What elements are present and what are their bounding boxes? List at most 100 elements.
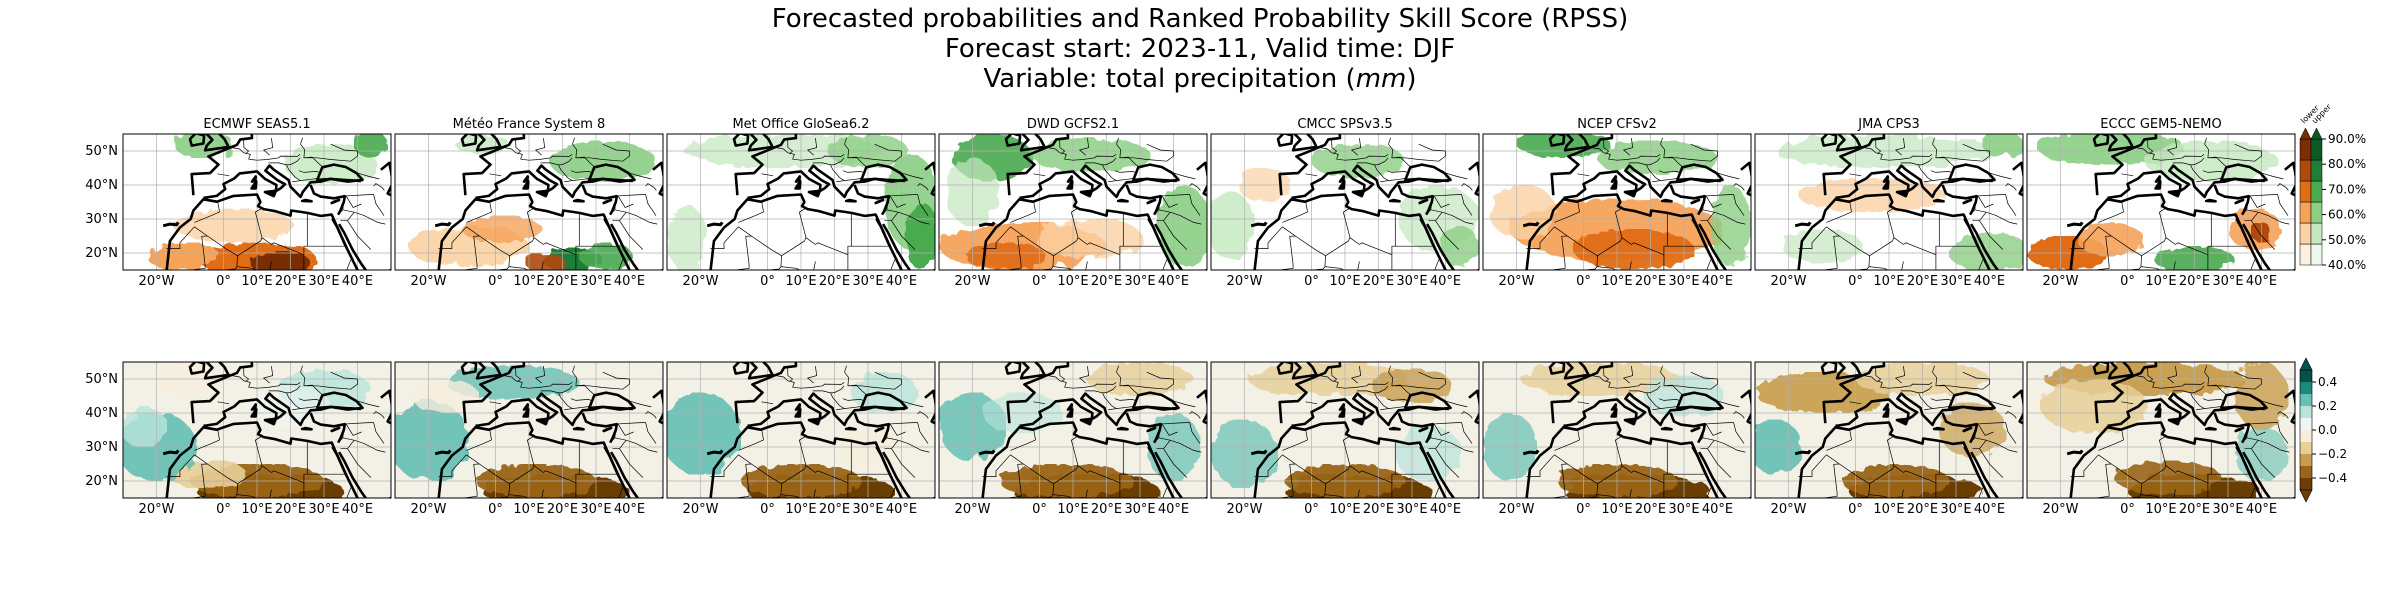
map-panel: 20°W 0° 10°E 20°E 30°E 40°E — [666, 361, 936, 517]
country-borders — [1526, 137, 1746, 270]
lon-tick-label: 40°E — [614, 274, 645, 289]
lon-tick-labels: 20°W 0° 10°E 20°E 30°E 40°E — [683, 502, 918, 517]
coastlines — [978, 362, 1207, 498]
shaded-area — [146, 242, 221, 270]
lon-tick-label: 0° — [1848, 274, 1863, 289]
lat-tick-labels: 50°N 40°N 30°N 20°N — [85, 372, 118, 489]
shaded-area — [1710, 185, 1751, 267]
lon-tick-label: 20°W — [1499, 274, 1535, 289]
lon-tick-label: 20°E — [1091, 274, 1122, 289]
model-title: ECCC GEM5-NEMO — [2100, 117, 2221, 132]
lon-tick-label: 20°E — [1635, 274, 1666, 289]
colorbar-segment — [2300, 370, 2312, 382]
map-frame — [1754, 133, 2024, 271]
lon-tick-label: 0° — [2120, 274, 2135, 289]
map-frame — [1210, 133, 1480, 271]
lon-tick-labels: 20°W 0° 10°E 20°E 30°E 40°E — [139, 502, 374, 517]
lon-tick-label: 40°E — [1430, 274, 1461, 289]
lon-tick-label: 10°E — [513, 502, 544, 517]
lon-tick-label: 0° — [1576, 274, 1591, 289]
country-borders — [710, 365, 930, 498]
lon-tick-label: 20°W — [411, 274, 447, 289]
map-frame — [1210, 361, 1480, 499]
lon-tick-label: 20°W — [955, 274, 991, 289]
coastlines — [434, 362, 663, 498]
coastlines — [2066, 134, 2295, 270]
lon-tick-label: 20°E — [1907, 274, 1938, 289]
map-panel: 20°W 0° 10°E 20°E 30°E 40°E 50°N 40°N 30°N 20°N — [85, 361, 392, 517]
lon-tick-labels: 20°W 0° 10°E 20°E 30°E 40°E — [411, 274, 646, 289]
lon-tick-label: 20°W — [139, 274, 175, 289]
shaded-area — [1982, 134, 2023, 158]
lon-tick-label: 20°E — [1363, 274, 1394, 289]
model-title: ECMWF SEAS5.1 — [203, 117, 310, 132]
shading-layer — [1755, 134, 2023, 270]
colorbar-upper-segment — [2310, 159, 2323, 182]
lon-tick-label: 20°E — [275, 274, 306, 289]
lon-tick-label: 20°W — [1227, 502, 1263, 517]
lon-tick-label: 10°E — [785, 502, 816, 517]
colorbar-segment — [2300, 454, 2312, 466]
lon-tick-label: 40°E — [886, 502, 917, 517]
colorbar-segment — [2300, 442, 2312, 454]
lon-tick-label: 0° — [1032, 274, 1047, 289]
lon-tick-label: 30°E — [308, 502, 339, 517]
model-title: Met Office GloSea6.2 — [732, 117, 869, 132]
colorbar-segment — [2300, 466, 2312, 478]
lon-tick-label: 20°W — [683, 502, 719, 517]
lon-tick-label: 10°E — [1057, 502, 1088, 517]
lon-tick-labels: 20°W 0° 10°E 20°E 30°E 40°E — [683, 274, 918, 289]
lon-tick-label: 0° — [488, 274, 503, 289]
gridlines — [1211, 362, 1479, 498]
lon-tick-label: 40°E — [1974, 274, 2005, 289]
map-frame — [122, 133, 392, 271]
map-frame — [938, 133, 1208, 271]
lon-tick-label: 10°E — [1057, 274, 1088, 289]
lon-tick-label: 20°E — [1907, 502, 1938, 517]
lat-tick-labels: 50°N 40°N 30°N 20°N — [85, 144, 118, 261]
lon-tick-labels: 20°W 0° 10°E 20°E 30°E 40°E — [2043, 274, 2278, 289]
map-panel: Météo France System 8 20°W 0° 10°E 20°E 30°E 4… — [394, 117, 664, 289]
shaded-area — [462, 215, 543, 243]
model-title: Météo France System 8 — [453, 117, 606, 132]
coastlines — [1250, 134, 1479, 270]
lon-tick-label: 20°W — [2043, 274, 2079, 289]
coastlines — [162, 362, 391, 498]
country-borders — [2070, 137, 2290, 270]
lon-tick-label: 0° — [216, 502, 231, 517]
lon-tick-label: 20°E — [547, 274, 578, 289]
shaded-area — [904, 202, 935, 270]
map-panel: 20°W 0° 10°E 20°E 30°E 40°E — [1210, 361, 1480, 517]
lon-tick-label: 30°E — [1668, 274, 1699, 289]
coastlines — [2066, 362, 2295, 498]
lon-tick-label: 30°E — [852, 274, 883, 289]
shading-layer — [395, 362, 663, 498]
lon-tick-label: 0° — [2120, 502, 2135, 517]
lon-tick-label: 0° — [1304, 274, 1319, 289]
coastlines — [706, 362, 935, 498]
country-borders — [1254, 137, 1474, 270]
colorbar-upper-segment — [2310, 201, 2323, 224]
map-frame — [2026, 361, 2296, 499]
lon-tick-labels: 20°W 0° 10°E 20°E 30°E 40°E — [2043, 502, 2278, 517]
map-frame — [666, 361, 936, 499]
colorbar-segment — [2300, 406, 2312, 418]
lon-tick-label: 20°E — [275, 502, 306, 517]
colorbar-upper-segment — [2310, 222, 2323, 245]
lon-tick-label: 10°E — [2145, 274, 2176, 289]
colorbar-lower-segment — [2299, 201, 2312, 224]
lon-tick-label: 30°E — [852, 502, 883, 517]
colorbar-segment — [2300, 394, 2312, 406]
country-borders — [710, 137, 930, 270]
lon-tick-label: 40°E — [2246, 274, 2277, 289]
shading-layer — [667, 134, 935, 270]
lat-tick-label: 50°N — [85, 144, 118, 159]
map-frame — [938, 361, 1208, 499]
coastlines — [1250, 362, 1479, 498]
shaded-area — [2114, 460, 2222, 495]
lat-tick-label: 40°N — [85, 406, 118, 421]
lon-tick-labels: 20°W 0° 10°E 20°E 30°E 40°E — [1227, 274, 1462, 289]
shading-layer — [1483, 362, 1751, 498]
lon-tick-labels: 20°W 0° 10°E 20°E 30°E 40°E — [1499, 274, 1734, 289]
